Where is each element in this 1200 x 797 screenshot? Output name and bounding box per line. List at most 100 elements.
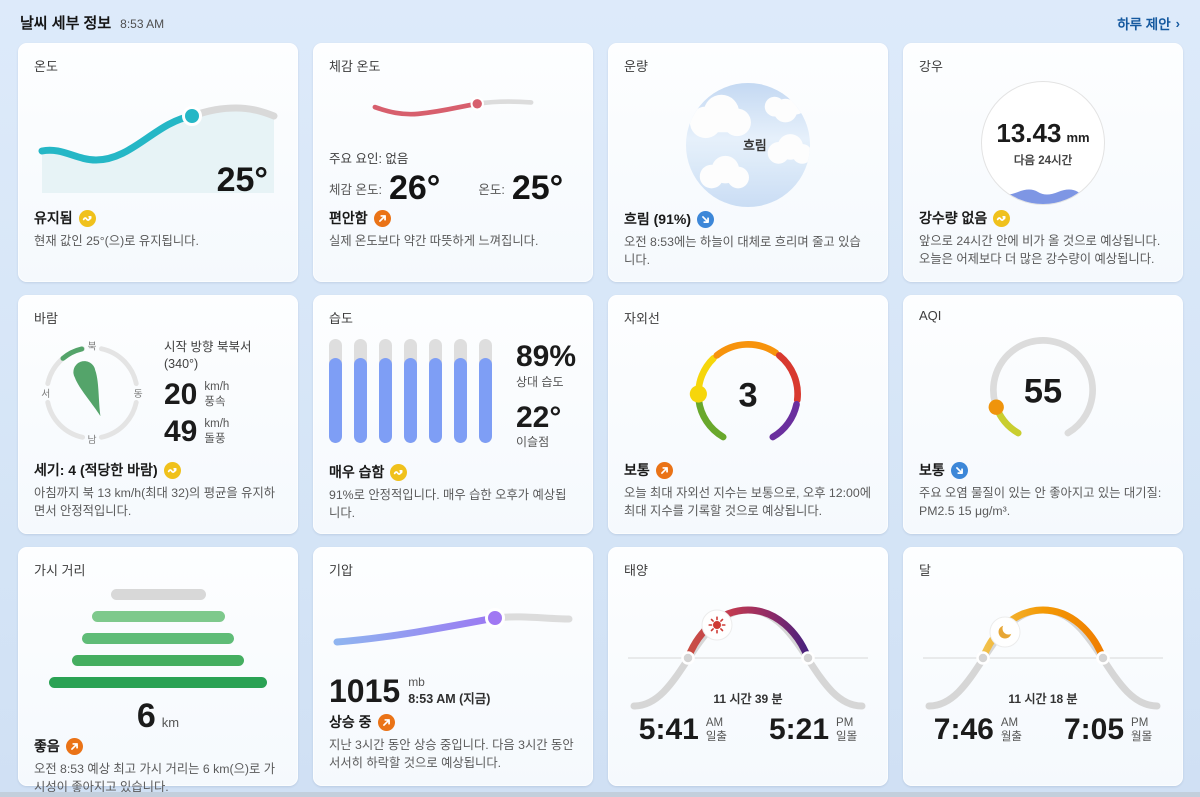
card-humidity[interactable]: 습도 89% 상대 습도 22° 이슬점 매우 습함 91%로 안정적입니다. … [313,295,593,534]
page-time: 8:53 AM [120,16,165,31]
day-suggestion-label: 하루 제안 [1117,16,1171,32]
trend-steady-icon [163,461,181,479]
status-description: 앞으로 24시간 안에 비가 올 것으로 예상됩니다. 오늘은 어제보다 더 많… [919,234,1161,267]
wind-gust-unit: km/h [204,418,230,431]
card-pressure[interactable]: 기압 1015 mb 8:53 AM (지금) 상승 중 지난 3시간 동안 [313,547,593,786]
card-temperature[interactable]: 온도 25° 유지됨 현재 값인 25°(으)로 유지됩니다. [18,43,298,282]
status-description: 현재 값인 25°(으)로 유지됩니다. [34,234,199,248]
trend-down-icon [697,210,714,228]
moonrise-point [976,651,990,665]
aqi-gauge: 55 [988,337,1096,443]
card-moon[interactable]: 달 11 시간 18 분 7:46 [903,547,1183,786]
aqi-marker [988,399,1004,415]
actual-temp-label: 온도: [478,183,505,197]
card-sun[interactable]: 태양 1 [608,547,888,786]
card-aqi[interactable]: AQI 55 보통 주요 오염 물질이 있는 안 좋아지고 있는 대기질: PM… [903,295,1183,534]
sunset-label: 일몰 [836,731,858,743]
status-text: 보통 [624,462,650,478]
status-text: 세기: 4 (적당한 바람) [34,462,158,478]
precipitation-unit: mm [1066,130,1090,145]
card-feels-like[interactable]: 체감 온도 주요 요인: 없음 체감 온도: 26° 온도: 25° 편안함 실… [313,43,593,282]
wind-gust-label: 돌풍 [204,432,226,445]
visibility-bars [34,589,282,688]
card-title: 바람 [34,311,58,326]
sunset-period: PM [836,716,854,729]
card-wind[interactable]: 바람 북 동 남 서 시작 방향 북북서 (340°) [18,295,298,534]
daylight-duration: 11 시간 39 분 [713,691,782,706]
sun-arc: 11 시간 39 분 [628,606,868,710]
trend-steady-icon [993,209,1011,227]
card-title: 운량 [624,59,648,74]
sun-icon [701,609,733,641]
status-text: 보통 [919,462,945,478]
cloud-cover-image-label: 흐림 [743,138,767,153]
compass-west-label: 서 [41,388,50,400]
wind-direction-arc [44,345,140,441]
sunrise-label: 일출 [705,731,727,743]
trend-up-icon [655,461,673,479]
page-header: 날씨 세부 정보 8:53 AM 하루 제안 › [0,0,1200,43]
sunset-point [801,651,815,665]
trend-up-icon [373,209,391,227]
visibility-value: 6 [136,697,156,735]
card-title: 온도 [34,59,58,74]
card-title: 강우 [919,59,943,74]
day-suggestion-link[interactable]: 하루 제안 › [1117,13,1180,33]
card-title: AQI [919,308,942,323]
status-description: 실제 온도보다 약간 따뜻하게 느껴집니다. [329,234,539,248]
moon-icon [989,616,1021,648]
status-description: 아침까지 북 13 km/h(최대 32)의 평균을 유지하면서 안정적입니다. [34,486,276,519]
moonrise-label: 월출 [1000,731,1022,743]
aqi-value: 55 [1024,372,1062,410]
precipitation-sublabel: 다음 24시간 [1013,155,1073,167]
compass-east-label: 동 [134,388,143,400]
trend-steady-icon [78,209,96,227]
moonrise-period: AM [1000,716,1019,729]
card-cloud-cover[interactable]: 운량 흐림 [608,43,888,282]
wind-direction-line1: 시작 방향 북북서 [164,340,252,354]
key-factors: 주요 요인: 없음 [329,152,409,166]
trend-up-icon [377,713,395,731]
page-title: 날씨 세부 정보 [20,15,112,32]
wind-speed-label: 풍속 [204,395,226,408]
pressure-time: 8:53 AM (지금) [408,691,491,706]
card-visibility[interactable]: 가시 거리 6 km 좋음 오전 8:53 예상 최고 가시 거리는 6 km(… [18,547,298,794]
sunrise-point [681,651,695,665]
wind-direction-line2: (340°) [164,356,199,371]
moonset-period: PM [1131,716,1149,729]
status-text: 상승 중 [329,714,372,730]
card-precipitation[interactable]: 강우 13.43 mm 다음 24시간 강수량 없음 앞으로 24시간 안에 비… [903,43,1183,282]
humidity-value-label: 상대 습도 [516,374,564,389]
actual-temp-value: 25° [511,169,564,207]
sunset-time: 5:21 [769,713,830,746]
wind-direction-arrow [73,361,101,417]
weather-detail-grid: 온도 25° 유지됨 현재 값인 25°(으)로 유지됩니다. 체감 온도 [0,43,1200,794]
pressure-value: 1015 [329,673,401,709]
sunrise-time: 5:41 [638,713,699,746]
temperature-value: 25° [216,161,268,199]
status-text: 좋음 [34,738,60,754]
card-title: 습도 [329,311,353,326]
status-description: 91%로 안정적입니다. 매우 습한 오후가 예상됩니다. [329,488,567,521]
precipitation-value: 13.43 [996,118,1062,148]
dew-point-value: 22° [516,400,562,434]
dew-point-label: 이슬점 [516,435,550,449]
feels-like-sparkline [372,97,534,117]
status-text: 매우 습함 [329,464,385,480]
status-description: 지난 3시간 동안 상승 중입니다. 다음 3시간 동안 서서히 하락할 것으로… [329,738,574,771]
moonrise-time: 7:46 [933,713,994,746]
precipitation-gauge: 13.43 mm 다음 24시간 [981,81,1105,205]
moon-duration: 11 시간 18 분 [1008,691,1077,706]
compass-north-label: 북 [87,341,96,353]
card-title: 달 [919,563,931,578]
trend-down-icon [950,461,968,479]
card-uv[interactable]: 자외선 3 보통 오늘 최대 자외선 지수는 보통으로, 오후 12:00에 최… [608,295,888,534]
card-title: 가시 거리 [34,563,86,578]
feels-like-value: 26° [388,169,441,207]
card-title: 기압 [329,563,353,578]
chevron-right-icon: › [1175,15,1180,31]
moonset-point [1096,651,1110,665]
uv-marker [689,385,707,403]
moonset-time: 7:05 [1064,713,1125,746]
water-level-icon [982,189,1104,204]
